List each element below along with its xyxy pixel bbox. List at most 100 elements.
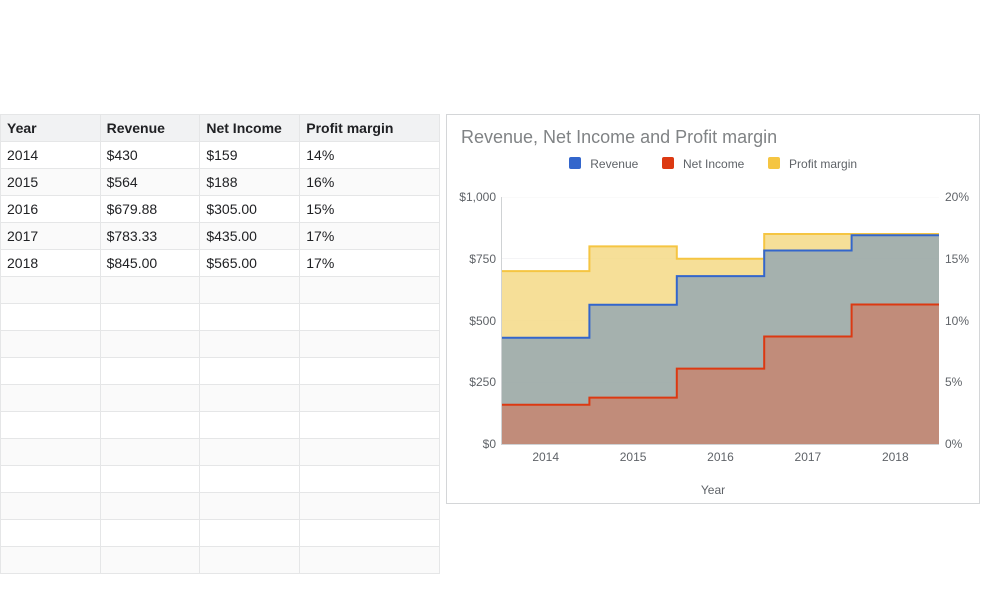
table-cell-empty[interactable] — [100, 385, 200, 412]
table-cell-empty[interactable] — [100, 358, 200, 385]
table-cell-empty[interactable] — [1, 277, 101, 304]
table-row-empty — [1, 331, 440, 358]
table-cell[interactable]: 2018 — [1, 250, 101, 277]
table-row-empty — [1, 493, 440, 520]
legend-item-netincome: Net Income — [662, 157, 745, 171]
table-cell-empty[interactable] — [1, 493, 101, 520]
table-row: 2016$679.88$305.0015% — [1, 196, 440, 223]
table-cell[interactable]: 16% — [300, 169, 440, 196]
table-cell[interactable]: $430 — [100, 142, 200, 169]
chart-card: Revenue, Net Income and Profit margin Re… — [446, 114, 980, 504]
col-rev: Revenue — [100, 115, 200, 142]
table-cell-empty[interactable] — [200, 385, 300, 412]
table-cell[interactable]: $188 — [200, 169, 300, 196]
table-cell-empty[interactable] — [300, 358, 440, 385]
table-cell-empty[interactable] — [1, 304, 101, 331]
x-tick: 2016 — [707, 444, 734, 464]
table-cell-empty[interactable] — [1, 331, 101, 358]
col-year: Year — [1, 115, 101, 142]
table-row-empty — [1, 439, 440, 466]
table-cell[interactable]: 17% — [300, 250, 440, 277]
table-cell[interactable]: 15% — [300, 196, 440, 223]
table-row-empty — [1, 358, 440, 385]
table-row-empty — [1, 304, 440, 331]
table-header-row: Year Revenue Net Income Profit margin — [1, 115, 440, 142]
table-row: 2018$845.00$565.0017% — [1, 250, 440, 277]
table-cell-empty[interactable] — [100, 331, 200, 358]
table-cell-empty[interactable] — [300, 304, 440, 331]
table-cell-empty[interactable] — [200, 493, 300, 520]
table-cell[interactable]: 14% — [300, 142, 440, 169]
table-cell[interactable]: $783.33 — [100, 223, 200, 250]
table-cell-empty[interactable] — [100, 277, 200, 304]
sheet-table: Year Revenue Net Income Profit margin 20… — [0, 114, 440, 574]
legend-swatch-revenue — [569, 157, 581, 169]
table-cell-empty[interactable] — [300, 493, 440, 520]
x-axis-label: Year — [701, 483, 725, 497]
table-row-empty — [1, 385, 440, 412]
table-cell-empty[interactable] — [100, 547, 200, 574]
table-cell-empty[interactable] — [300, 466, 440, 493]
table-cell-empty[interactable] — [1, 466, 101, 493]
table-cell[interactable]: $305.00 — [200, 196, 300, 223]
table-cell[interactable]: $565.00 — [200, 250, 300, 277]
x-tick: 2015 — [620, 444, 647, 464]
table-row-empty — [1, 277, 440, 304]
table-cell-empty[interactable] — [200, 547, 300, 574]
y-right-tick: 20% — [939, 191, 969, 203]
table-cell-empty[interactable] — [1, 547, 101, 574]
table-cell-empty[interactable] — [300, 331, 440, 358]
table-cell-empty[interactable] — [200, 520, 300, 547]
chart-svg — [502, 197, 939, 444]
y-right-tick: 0% — [939, 438, 962, 450]
table-cell-empty[interactable] — [100, 412, 200, 439]
table-cell-empty[interactable] — [300, 385, 440, 412]
chart-plot-area: $0$250$500$750$1,0000%5%10%15%20%2014201… — [501, 197, 939, 445]
table-cell-empty[interactable] — [200, 331, 300, 358]
x-tick: 2017 — [795, 444, 822, 464]
y-left-tick: $1,000 — [459, 191, 502, 203]
legend-label-revenue: Revenue — [590, 157, 638, 171]
table-cell[interactable]: 17% — [300, 223, 440, 250]
legend-item-revenue: Revenue — [569, 157, 638, 171]
table-cell-empty[interactable] — [1, 520, 101, 547]
table-cell-empty[interactable] — [300, 520, 440, 547]
table-cell[interactable]: $845.00 — [100, 250, 200, 277]
table-cell-empty[interactable] — [1, 358, 101, 385]
y-right-tick: 10% — [939, 315, 969, 327]
table-cell[interactable]: $435.00 — [200, 223, 300, 250]
table-cell-empty[interactable] — [100, 493, 200, 520]
table-cell-empty[interactable] — [300, 412, 440, 439]
table-cell-empty[interactable] — [200, 304, 300, 331]
table-cell-empty[interactable] — [100, 439, 200, 466]
table-cell-empty[interactable] — [1, 412, 101, 439]
table-cell-empty[interactable] — [200, 358, 300, 385]
table-cell-empty[interactable] — [300, 277, 440, 304]
table-row: 2015$564$18816% — [1, 169, 440, 196]
x-tick: 2018 — [882, 444, 909, 464]
table-cell[interactable]: 2017 — [1, 223, 101, 250]
table-cell-empty[interactable] — [200, 412, 300, 439]
table-cell-empty[interactable] — [100, 304, 200, 331]
table-cell[interactable]: 2014 — [1, 142, 101, 169]
y-left-tick: $0 — [483, 438, 502, 450]
table-cell[interactable]: 2015 — [1, 169, 101, 196]
table-cell[interactable]: 2016 — [1, 196, 101, 223]
table-row-empty — [1, 466, 440, 493]
table-cell-empty[interactable] — [200, 277, 300, 304]
table-row-empty — [1, 520, 440, 547]
table-row: 2017$783.33$435.0017% — [1, 223, 440, 250]
legend-swatch-netincome — [662, 157, 674, 169]
table-cell[interactable]: $159 — [200, 142, 300, 169]
table-cell-empty[interactable] — [200, 466, 300, 493]
y-right-tick: 15% — [939, 253, 969, 265]
table-cell-empty[interactable] — [100, 520, 200, 547]
table-cell-empty[interactable] — [100, 466, 200, 493]
table-cell[interactable]: $679.88 — [100, 196, 200, 223]
table-cell[interactable]: $564 — [100, 169, 200, 196]
table-cell-empty[interactable] — [300, 547, 440, 574]
table-cell-empty[interactable] — [200, 439, 300, 466]
table-cell-empty[interactable] — [1, 439, 101, 466]
table-cell-empty[interactable] — [300, 439, 440, 466]
table-cell-empty[interactable] — [1, 385, 101, 412]
